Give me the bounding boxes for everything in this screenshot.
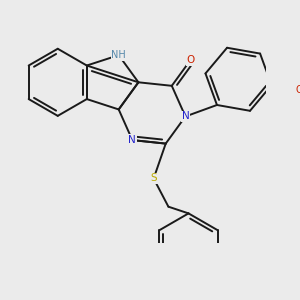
Text: N: N bbox=[128, 135, 136, 145]
Text: O: O bbox=[296, 85, 300, 95]
Text: N: N bbox=[182, 112, 189, 122]
Text: NH: NH bbox=[111, 50, 126, 60]
Text: S: S bbox=[150, 173, 157, 184]
Text: O: O bbox=[186, 55, 195, 65]
